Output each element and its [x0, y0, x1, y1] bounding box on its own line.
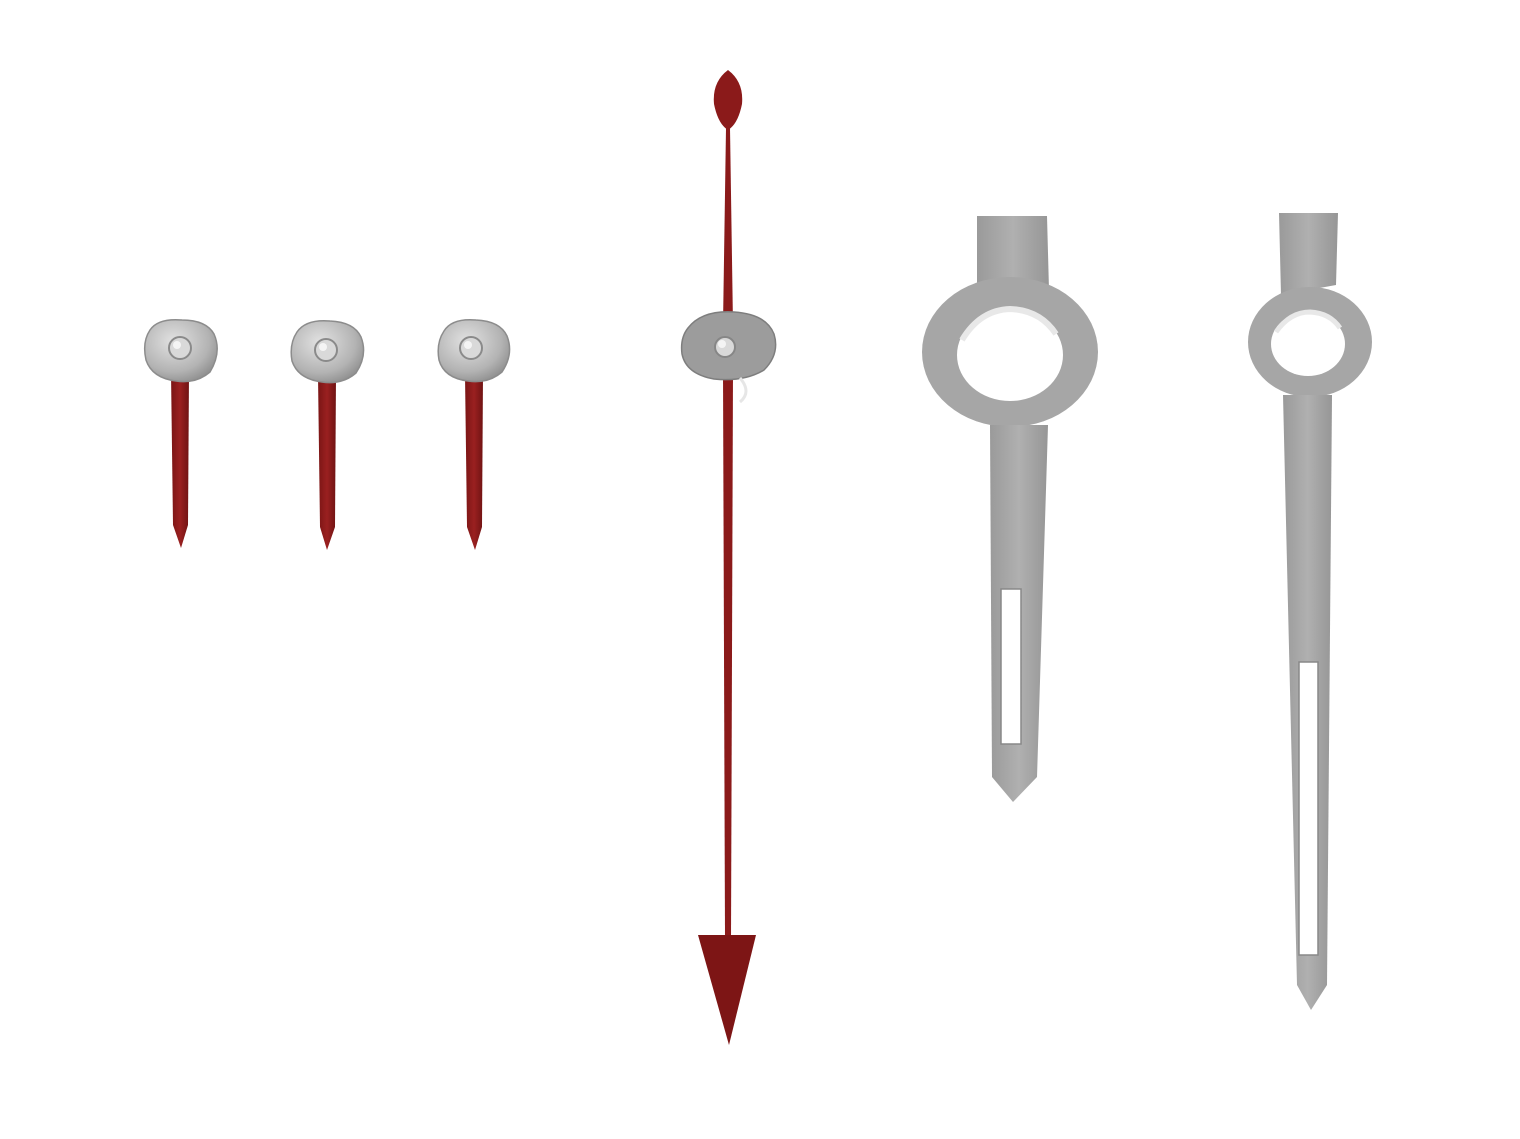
minute-hand-center-hole — [1271, 312, 1345, 376]
minute-hand — [1248, 213, 1372, 1010]
hour-hand-lume-slot — [1000, 588, 1022, 745]
hour-hand — [922, 216, 1098, 802]
chronograph-seconds-hand-arrow — [698, 935, 756, 1045]
hour-hand-center-hole — [957, 309, 1063, 401]
subdial-hand-2 — [290, 319, 365, 550]
chronograph-seconds-hand-pivot — [714, 336, 736, 358]
chronograph-seconds-hand-counterweight-tip — [713, 70, 743, 130]
minute-hand-lume-slot — [1298, 661, 1319, 956]
chronograph-seconds-hand-shaft — [723, 370, 733, 938]
subdial-hand-1 — [143, 318, 218, 548]
subdial-hand-1-stem — [171, 372, 189, 548]
subdial-hand-3-stem — [465, 374, 483, 550]
subdial-hand-2-stem — [318, 375, 336, 550]
chronograph-seconds-hand — [680, 70, 777, 1045]
subdial-hand-1-pivot — [168, 336, 192, 360]
subdial-hand-3-pivot — [459, 336, 483, 360]
minute-hand-tail — [1279, 213, 1338, 295]
chronograph-seconds-hand-tail — [723, 128, 733, 325]
subdial-hand-2-pivot — [314, 338, 338, 362]
subdial-hand-3 — [437, 318, 511, 550]
